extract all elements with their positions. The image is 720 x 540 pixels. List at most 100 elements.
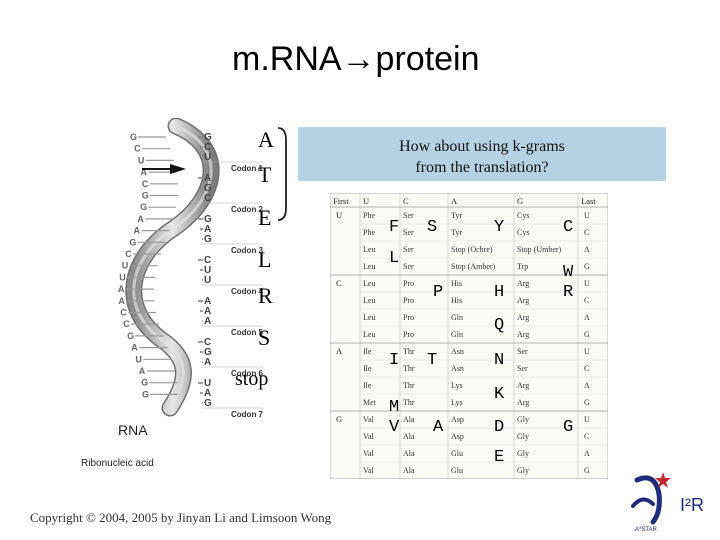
table-cell: Arg — [517, 381, 529, 390]
strand-base-letter: C — [120, 308, 127, 318]
table-cell: His — [451, 296, 462, 305]
codon-label: Codon 5 — [231, 328, 264, 337]
table-last-base: A — [584, 313, 590, 322]
table-first-base: G — [336, 414, 342, 424]
table-first-base: A — [336, 346, 343, 356]
table-cell: Asp — [451, 432, 464, 441]
table-cell: Leu — [363, 245, 375, 254]
table-cell: His — [451, 279, 462, 288]
strand-base-letter: A — [118, 284, 125, 294]
codon-table: First U C A G LastUCAGPhePheLeuLeuLeuLeuLeuLe… — [330, 193, 608, 479]
codon-base-letter: G — [204, 132, 212, 143]
strand-base-letter: A — [118, 296, 125, 306]
strand-base-letter: C — [142, 179, 149, 189]
amino-acid-S: S — [258, 325, 271, 350]
table-cell: Thr — [403, 347, 415, 356]
table-cell: Ala — [403, 432, 415, 441]
codon-base-letter: G — [204, 214, 212, 225]
table-cell: Glu — [451, 466, 463, 475]
table-last-base: A — [584, 245, 590, 254]
table-cell: Ser — [517, 347, 528, 356]
table-cell: Tyr — [451, 211, 462, 220]
table-cell: Ser — [403, 245, 414, 254]
aa-code-N: N — [494, 351, 505, 370]
amino-acid-T: T — [258, 162, 272, 187]
table-cell: Ser — [403, 262, 414, 271]
table-last-base: C — [584, 228, 589, 237]
table-last-base: G — [584, 398, 590, 407]
table-cell: Pro — [403, 313, 414, 322]
codon-base-letter: G — [204, 234, 212, 245]
table-cell: Trp — [517, 262, 528, 271]
aa-code-K: K — [494, 385, 505, 404]
table-cell: Asn — [451, 347, 464, 356]
table-header: A — [451, 196, 458, 206]
codon-base-letter: A — [204, 296, 211, 307]
callout-box — [298, 127, 666, 181]
codon-base-letter: U — [204, 275, 211, 286]
table-cell: Ser — [403, 211, 414, 220]
table-cell: Stop (Amber) — [451, 262, 496, 271]
codon-table-cells: First U C A G LastUCAGPhePheLeuLeuLeuLeuLeuLe… — [333, 196, 596, 475]
table-cell: Pro — [403, 279, 414, 288]
codon-base-letter: C — [204, 255, 211, 266]
table-cell: Lys — [451, 381, 463, 390]
aa-code-D: D — [494, 418, 505, 437]
codon-base-letter: C — [204, 142, 211, 153]
table-cell: Thr — [403, 398, 415, 407]
table-cell: Ala — [403, 449, 415, 458]
strand-base-letter: U — [135, 354, 142, 364]
strand-base-letter: C — [123, 319, 130, 329]
table-last-base: A — [584, 449, 590, 458]
aa-code-L: L — [389, 249, 400, 268]
strand-base-letter: G — [141, 378, 148, 388]
codon-base-letter: A — [204, 173, 211, 184]
codon-base-letter: A — [204, 306, 211, 317]
aa-code-Y: Y — [494, 218, 505, 237]
table-last-base: C — [584, 432, 589, 441]
table-cell: Asp — [451, 415, 464, 424]
table-cell: Glu — [451, 449, 463, 458]
aa-code-A: A — [433, 418, 444, 437]
slide-title: m.RNA→protein — [232, 40, 480, 78]
table-cell: Leu — [363, 330, 375, 339]
table-last-base: U — [584, 279, 590, 288]
codon-base-letter: G — [204, 398, 212, 409]
logo-subtext: A*STAR — [635, 527, 658, 533]
amino-acid-L: L — [258, 247, 272, 272]
codon-base-letter: C — [204, 337, 211, 348]
codon-base-letter: A — [204, 357, 211, 368]
strand-base-letter: A — [137, 214, 144, 224]
table-cell: Arg — [517, 296, 529, 305]
strand-base-letter: U — [138, 155, 145, 165]
table-cell: Gly — [517, 415, 529, 424]
strand-base-letter: G — [127, 331, 134, 341]
table-cell: Gly — [517, 432, 529, 441]
table-cell: Arg — [517, 330, 529, 339]
table-header: C — [403, 196, 409, 206]
codon-base-letter: G — [204, 183, 212, 194]
aa-code-H: H — [494, 283, 505, 302]
table-header: Last — [581, 196, 596, 206]
table-last-base: U — [584, 415, 590, 424]
codon-base-letter: U — [204, 378, 211, 389]
table-cell: Leu — [363, 313, 375, 322]
table-header: U — [363, 196, 369, 206]
table-cell: Val — [363, 415, 374, 424]
table-cell: Val — [363, 449, 374, 458]
strand-base-letter: G — [142, 389, 149, 399]
aa-code-S: S — [427, 218, 438, 237]
amino-acid-E: E — [258, 205, 272, 230]
codon-table-grid — [330, 193, 608, 479]
table-cell: Stop (Umber) — [517, 245, 562, 254]
rna-helix — [125, 118, 220, 417]
strand-base-letter: A — [134, 226, 141, 236]
strand-base-letter: G — [142, 191, 149, 201]
codon-base-letter: U — [204, 265, 211, 276]
table-cell: Thr — [403, 364, 415, 373]
table-last-base: G — [584, 330, 590, 339]
aa-code-V: V — [389, 418, 400, 437]
aa-code-R: R — [563, 283, 574, 302]
aa-code-Q: Q — [494, 316, 505, 335]
